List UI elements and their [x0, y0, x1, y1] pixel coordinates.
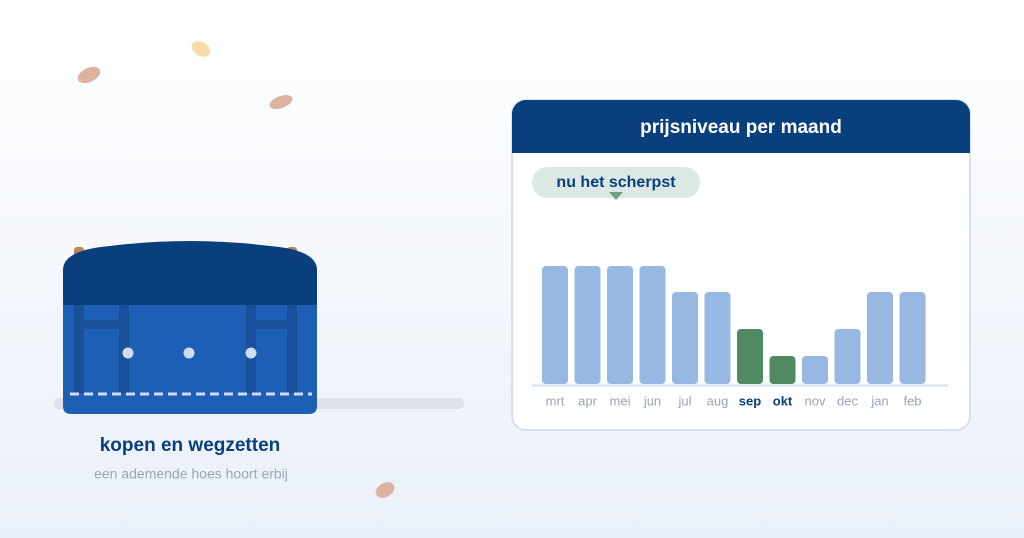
- x-tick-label: dec: [837, 393, 858, 408]
- boat-illustration: [54, 241, 464, 414]
- x-tick-label: feb: [903, 393, 921, 408]
- bar: [574, 266, 601, 384]
- x-tick-label: mrt: [546, 393, 565, 408]
- decor-leaves: [77, 41, 395, 498]
- bars: mrt apr mei jun jul aug sep okt nov dec jan feb: [542, 266, 926, 408]
- bar: [639, 266, 666, 384]
- x-tick-label: nov: [805, 393, 826, 408]
- chart-title: prijsniveau per maand: [640, 117, 842, 138]
- bar: [704, 292, 731, 384]
- caption-title: kopen en wegzetten: [100, 435, 281, 456]
- x-tick-label: aug: [707, 393, 729, 408]
- x-tick-label: jan: [870, 393, 888, 408]
- bar: [899, 292, 926, 384]
- bar: [737, 329, 763, 384]
- x-tick-label: sep: [739, 393, 761, 408]
- annotation: nu het scherpst: [556, 174, 676, 191]
- bar: [834, 329, 861, 384]
- caption-subtitle: een ademende hoes hoort erbij: [94, 466, 288, 482]
- bar: [672, 292, 698, 384]
- x-tick-label: jun: [643, 393, 661, 408]
- x-tick-label: mei: [610, 393, 631, 408]
- bar: [802, 356, 828, 384]
- x-tick-label: jul: [677, 393, 691, 408]
- bar: [867, 292, 893, 384]
- bar: [542, 266, 568, 384]
- x-tick-label: apr: [578, 393, 597, 408]
- bar: [769, 356, 796, 384]
- bar: [607, 266, 633, 384]
- x-tick-label: okt: [773, 393, 793, 408]
